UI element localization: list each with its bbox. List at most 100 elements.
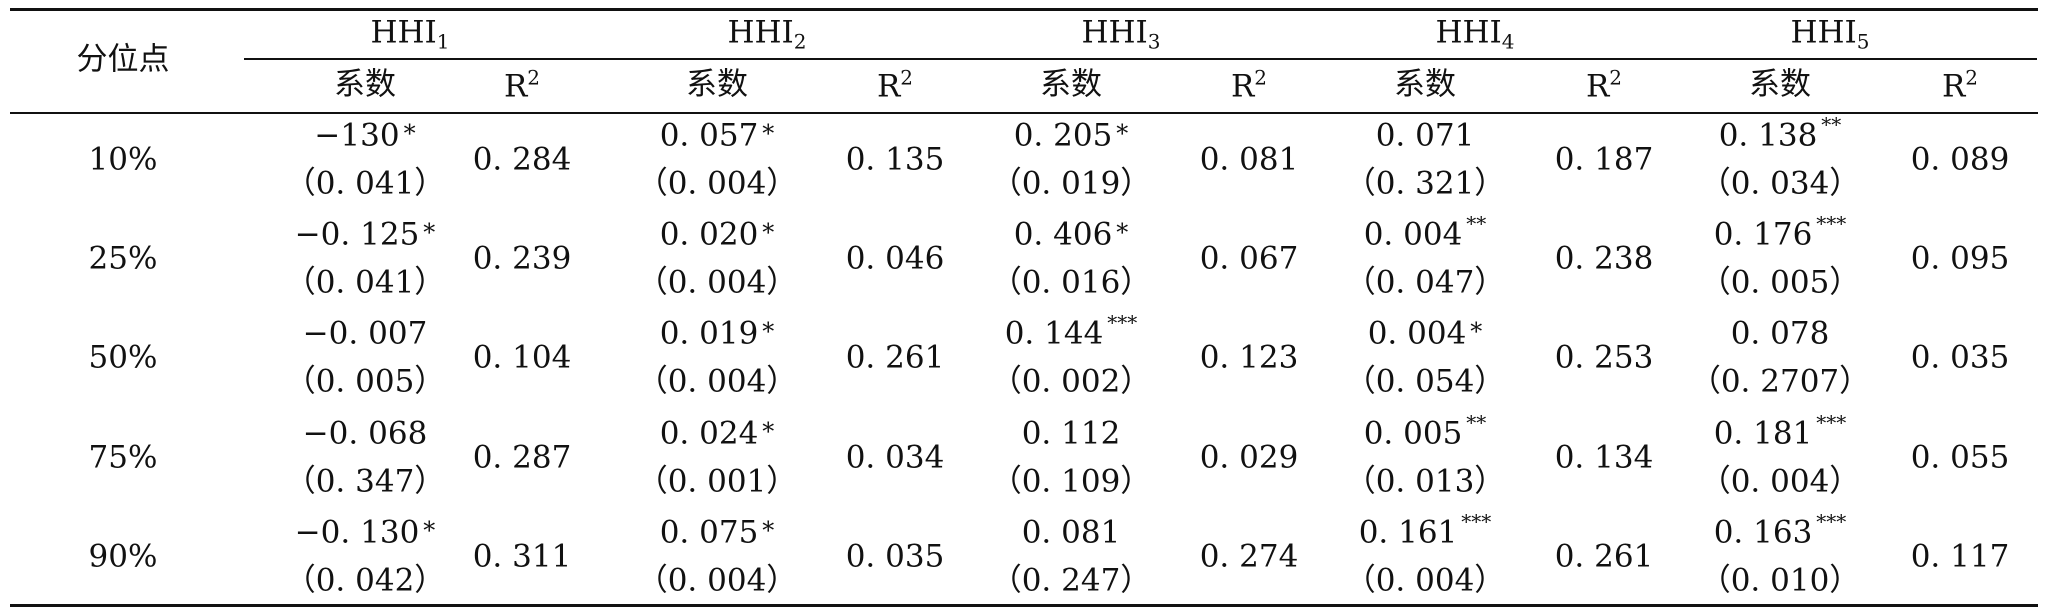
coefficient: 0. 075 * (659, 514, 775, 551)
group-header-base: HHI (1790, 14, 1857, 51)
coefficient: 0. 205 * (1013, 117, 1129, 154)
header-rule (10, 112, 2038, 114)
coefficient-value: 0. 081 (1021, 514, 1121, 551)
standard-error: （0. 109） (990, 463, 1152, 500)
coefficient: 0. 078 (1730, 315, 1830, 352)
standard-error: （0. 004） (636, 363, 798, 400)
r2-header: R2 (1941, 68, 1978, 105)
r-squared: 0. 238 (1554, 240, 1654, 277)
r2-base: R (503, 68, 528, 105)
row-label: 50% (88, 339, 158, 376)
coef-header: 系数 (686, 66, 748, 103)
standard-error: （0. 047） (1344, 264, 1506, 301)
coefficient-value: 0. 075 (659, 514, 759, 551)
standard-error: （0. 042） (284, 562, 446, 599)
r-squared: 0. 287 (472, 439, 572, 476)
r2-header: R2 (503, 68, 540, 105)
coefficient-value: 0. 138 (1718, 117, 1818, 154)
r2-base: R (1941, 68, 1966, 105)
r2-superscript: 2 (900, 65, 914, 90)
standard-error: （0. 013） (1344, 463, 1506, 500)
r-squared: 0. 104 (472, 339, 572, 376)
row-label: 90% (88, 538, 158, 575)
coefficient: −0. 068 (303, 418, 428, 450)
coefficient-value: 0. 071 (1375, 117, 1475, 154)
standard-error: （0. 2707） (1689, 363, 1871, 400)
group-header-subscript: 4 (1501, 29, 1515, 54)
coefficient: 0. 138 ** (1718, 115, 1842, 154)
coefficient-value: 0. 205 (1013, 117, 1113, 154)
significance-stars: * (1116, 119, 1129, 148)
group-header-hhi2: HHI2 (727, 14, 806, 52)
r2-header: R2 (1230, 68, 1267, 105)
group-header-hhi5: HHI5 (1790, 14, 1869, 52)
coefficient-value: 0. 112 (1021, 415, 1121, 452)
r-squared: 0. 239 (472, 240, 572, 277)
standard-error: （0. 247） (990, 562, 1152, 599)
coefficient-value: 0. 005 (1363, 415, 1463, 452)
significance-stars: *** (1816, 211, 1847, 236)
coefficient-value: −0. 130 (294, 514, 420, 551)
standard-error: （0. 005） (1699, 264, 1861, 301)
standard-error: （0. 019） (990, 165, 1152, 202)
group-header-hhi4: HHI4 (1435, 14, 1514, 52)
coefficient-value: −0. 007 (302, 315, 428, 352)
group-header-rule (244, 58, 2037, 60)
standard-error: （0. 054） (1344, 363, 1506, 400)
coefficient: 0. 004 * (1367, 315, 1483, 352)
r2-superscript: 2 (527, 65, 541, 90)
r2-base: R (1230, 68, 1255, 105)
r-squared: 0. 089 (1910, 141, 2010, 178)
coefficient-value: 0. 004 (1363, 216, 1463, 253)
coefficient-value: 0. 078 (1730, 315, 1830, 352)
r2-header: R2 (877, 68, 913, 103)
r2-superscript: 2 (1965, 65, 1979, 90)
standard-error: （0. 001） (636, 463, 798, 500)
r-squared: 0. 034 (845, 439, 945, 476)
group-header-base: HHI (727, 14, 794, 51)
coefficient-value: 0. 161 (1358, 514, 1458, 551)
coef-header: 系数 (1040, 66, 1102, 103)
standard-error: （0. 004） (636, 165, 798, 202)
standard-error: （0. 004） (1344, 562, 1506, 599)
r-squared: 0. 274 (1199, 538, 1299, 575)
coefficient-value: 0. 181 (1713, 415, 1813, 452)
significance-stars: * (762, 317, 775, 346)
significance-stars: * (1470, 317, 1483, 346)
coefficient: 0. 144 *** (1005, 313, 1138, 350)
r-squared: 0. 311 (472, 538, 572, 575)
r-squared: 0. 261 (1554, 538, 1654, 575)
standard-error: （0. 041） (284, 264, 446, 301)
standard-error: （0. 016） (990, 264, 1152, 301)
group-header-subscript: 2 (793, 29, 807, 54)
row-label: 25% (88, 240, 158, 277)
coefficient-value: 0. 019 (659, 315, 759, 352)
r-squared: 0. 029 (1199, 439, 1299, 476)
significance-stars: * (1116, 218, 1129, 247)
top-rule (10, 8, 2038, 11)
standard-error: （0. 321） (1344, 165, 1506, 202)
coefficient: 0. 112 (1021, 415, 1121, 452)
r-squared: 0. 081 (1199, 141, 1299, 178)
group-header-base: HHI (370, 14, 437, 51)
significance-stars: *** (1816, 509, 1847, 534)
group-header-hhi3: HHI3 (1081, 17, 1160, 52)
r-squared: 0. 135 (845, 141, 945, 178)
coefficient: −0. 007 (302, 315, 428, 352)
coefficient-value: 0. 057 (659, 117, 759, 154)
standard-error: （0. 041） (284, 165, 446, 202)
coef-header: 系数 (334, 66, 396, 103)
coefficient-value: −130 (314, 117, 400, 154)
group-header-subscript: 3 (1147, 29, 1161, 54)
significance-stars: * (762, 119, 775, 148)
group-header-base: HHI (1435, 14, 1502, 51)
r2-superscript: 2 (1609, 65, 1623, 90)
standard-error: （0. 004） (636, 264, 798, 301)
standard-error: （0. 004） (636, 562, 798, 599)
coefficient: 0. 081 (1021, 514, 1121, 551)
coefficient-value: 0. 020 (659, 216, 759, 253)
standard-error: （0. 010） (1699, 562, 1861, 599)
significance-stars: * (762, 218, 775, 247)
coefficient-value: 0. 004 (1367, 315, 1467, 352)
